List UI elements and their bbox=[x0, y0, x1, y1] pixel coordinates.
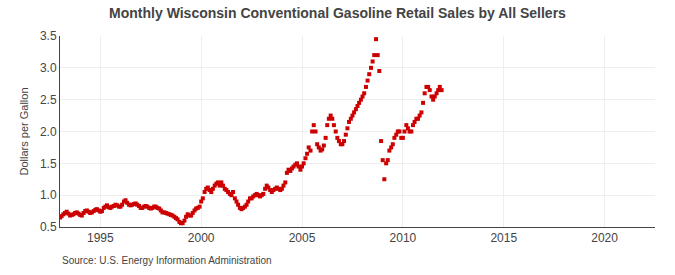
svg-text:3.0: 3.0 bbox=[40, 61, 57, 75]
svg-text:Source: U.S. Energy Informatio: Source: U.S. Energy Information Administ… bbox=[62, 255, 272, 266]
svg-text:1995: 1995 bbox=[87, 231, 114, 245]
svg-text:2.5: 2.5 bbox=[40, 93, 57, 107]
svg-text:1.0: 1.0 bbox=[40, 188, 57, 202]
svg-text:Dollars per Gallon: Dollars per Gallon bbox=[18, 87, 30, 175]
svg-text:Monthly Wisconsin Conventional: Monthly Wisconsin Conventional Gasoline … bbox=[109, 5, 566, 21]
svg-text:2.0: 2.0 bbox=[40, 125, 57, 139]
svg-text:3.5: 3.5 bbox=[40, 29, 57, 43]
svg-text:0.5: 0.5 bbox=[40, 220, 57, 234]
svg-text:1.5: 1.5 bbox=[40, 157, 57, 171]
svg-text:2010: 2010 bbox=[390, 231, 417, 245]
svg-text:2020: 2020 bbox=[591, 231, 618, 245]
svg-text:2000: 2000 bbox=[188, 231, 215, 245]
svg-text:2015: 2015 bbox=[490, 231, 517, 245]
svg-text:2005: 2005 bbox=[289, 231, 316, 245]
